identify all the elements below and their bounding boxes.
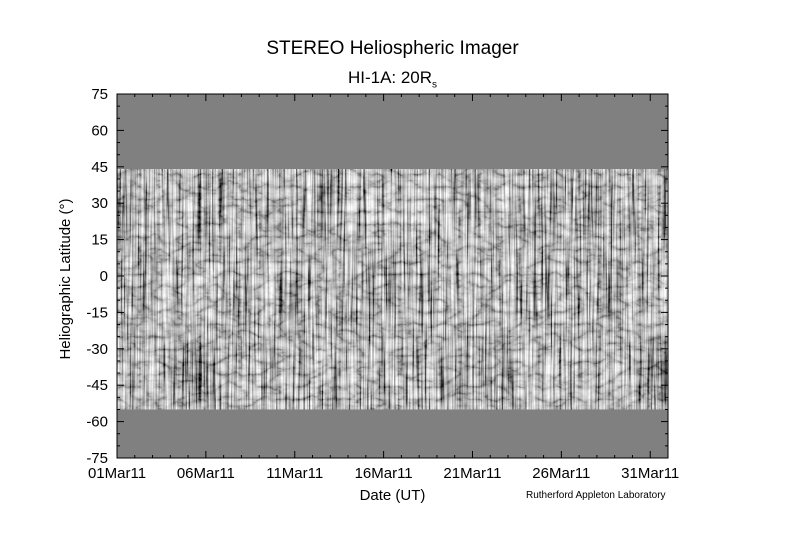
x-tick-label: 11Mar11 xyxy=(266,465,323,482)
jmap-texture xyxy=(117,169,668,409)
plot-area xyxy=(117,94,668,458)
x-tick-label: 01Mar11 xyxy=(88,465,146,482)
y-tick-label: -15 xyxy=(86,304,108,321)
y-axis-label: Heliographic Latitude (°) xyxy=(57,198,74,359)
x-tick-label: 26Mar11 xyxy=(532,465,590,482)
y-tick-label: -75 xyxy=(86,450,108,467)
credit-text: Rutherford Appleton Laboratory xyxy=(526,490,666,501)
y-tick-label: -30 xyxy=(86,341,108,358)
y-tick-label: -45 xyxy=(86,377,108,394)
x-tick-label: 06Mar11 xyxy=(177,465,235,482)
y-tick-label: -60 xyxy=(86,414,108,431)
x-tick-label: 31Mar11 xyxy=(621,465,679,482)
x-axis-label: Date (UT) xyxy=(360,487,426,504)
y-tick-label: 45 xyxy=(91,159,108,176)
y-tick-label: 15 xyxy=(91,232,108,249)
y-tick-label: 0 xyxy=(100,268,108,285)
y-tick-label: 75 xyxy=(91,86,108,103)
x-tick-label: 21Mar11 xyxy=(443,465,501,482)
y-tick-label: 30 xyxy=(91,195,108,212)
x-tick-label: 16Mar11 xyxy=(355,465,413,482)
y-tick-label: 60 xyxy=(91,122,108,139)
